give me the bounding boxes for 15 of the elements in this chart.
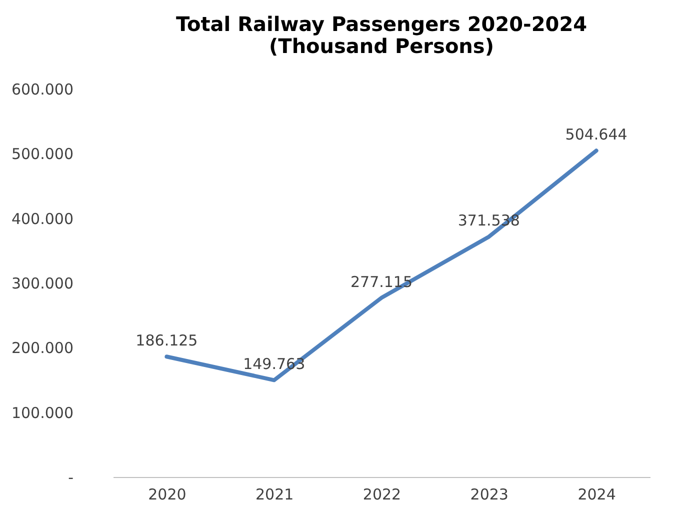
y-tick-label: 600.000	[11, 80, 74, 98]
data-label: 186.125	[136, 332, 198, 350]
y-tick-label: -	[68, 468, 74, 486]
y-tick-label: 300.000	[11, 274, 74, 292]
y-tick-label: 200.000	[11, 339, 74, 358]
data-label: 504.644	[565, 126, 628, 144]
x-tick-label: 2024	[578, 486, 616, 504]
y-tick-label: 500.000	[11, 145, 74, 164]
x-tick-label: 2020	[148, 486, 186, 504]
y-tick-label: 400.000	[11, 210, 74, 228]
y-tick-label: 100.000	[11, 404, 74, 422]
x-tick-label: 2022	[362, 486, 402, 504]
x-tick-label: 2021	[256, 486, 294, 504]
chart-title: Total Railway Passengers 2020-2024 (Thousand Persons)	[176, 12, 588, 58]
x-tick-label: 2023	[470, 486, 508, 504]
